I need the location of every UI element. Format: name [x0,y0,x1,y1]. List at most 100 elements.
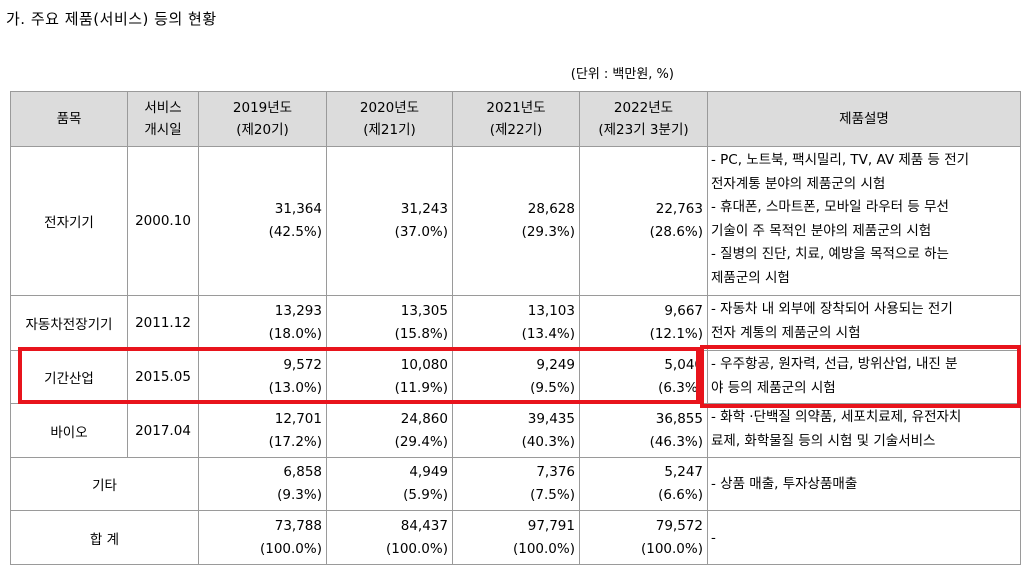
table-row: 바이오 2017.04 12,701 (17.2%) 24,860 (29.4%) 39,4… [10,403,1021,458]
value-cell-y2019: 31,364 (42.5%) [198,146,327,296]
revenue-share: (9.5%) [530,380,575,396]
revenue-value: 36,855 [655,410,703,427]
col-header-2019: 2019년도 (제20기) [198,91,327,147]
revenue-value: 9,667 [664,303,703,319]
table-row: 기간산업 2015.05 9,572 (13.0%) 10,080 (11.9%) 9,24… [10,350,1021,404]
value-cell-y2022: 5,247 (6.6%) [579,457,708,511]
description-line: - 휴대폰, 스마트폰, 모바일 라우터 등 무선 [711,199,949,215]
revenue-share: (13.0%) [268,380,322,396]
revenue-share: (100.0%) [512,540,575,557]
description-line: - 상품 매출, 투자상품매출 [711,476,858,493]
description-line: 전자계통 분야의 제품군의 시험 [711,175,886,192]
description-line: - 자동차 내 외부에 장착되어 사용되는 전기 [711,301,953,317]
description-line: 기술이 주 목적인 분야의 제품군의 시험 [711,222,932,239]
section-heading: 가. 주요 제품(서비스) 등의 현황 [6,10,217,28]
revenue-share: (6.3%) [658,380,703,396]
revenue-share: (29.4%) [394,433,448,450]
revenue-share: (100.0%) [259,540,322,557]
table-row: 기타 6,858 (9.3%) 4,949 (5.9%) 7,376 (7.5%) 5,247… [10,457,1021,511]
description-line: 제품군의 시험 [711,269,790,286]
description-line: - 우주항공, 원자력, 선급, 방위산업, 내진 분 [711,356,958,372]
value-cell-y2019: 6,858 (9.3%) [198,457,327,511]
value-cell-y2021: 39,435 (40.3%) [452,403,580,458]
revenue-value: 79,572 [655,517,703,534]
item-cell: 기간산업 [10,350,128,404]
revenue-value: 13,305 [400,303,448,319]
value-cell-y2021: 28,628 (29.3%) [452,146,580,296]
table-row: 합 계 73,788 (100.0%) 84,437 (100.0%) 97,791 (10… [10,510,1021,565]
description-cell: - 상품 매출, 투자상품매출 [707,457,1021,511]
revenue-value: 12,701 [274,410,322,427]
revenue-share: (5.9%) [403,487,448,503]
value-cell-y2019: 9,572 (13.0%) [198,350,327,404]
value-cell-y2021: 9,249 (9.5%) [452,350,580,404]
revenue-share: (12.1%) [649,326,703,342]
value-cell-y2022: 22,763 (28.6%) [579,146,708,296]
revenue-value: 5,247 [664,464,703,480]
revenue-value: 10,080 [400,357,448,373]
value-cell-y2019: 12,701 (17.2%) [198,403,327,458]
item-cell: 자동차전장기기 [10,295,128,351]
value-cell-y2020: 31,243 (37.0%) [326,146,453,296]
revenue-value: 13,293 [274,303,322,319]
revenue-share: (13.4%) [521,326,575,342]
table-row: 전자기기 2000.10 31,364 (42.5%) 31,243 (37.0%) 28,… [10,146,1021,296]
value-cell-y2021: 7,376 (7.5%) [452,457,580,511]
revenue-share: (6.6%) [658,487,703,503]
start-date-cell: 2000.10 [127,146,199,296]
col-header-2020: 2020년도 (제21기) [326,91,453,147]
revenue-value: 24,860 [400,410,448,427]
revenue-share: (46.3%) [649,433,703,450]
value-cell-y2020: 84,437 (100.0%) [326,510,453,565]
value-cell-y2022: 36,855 (46.3%) [579,403,708,458]
col-header-2021: 2021년도 (제22기) [452,91,580,147]
revenue-share: (29.3%) [521,224,575,240]
revenue-value: 31,364 [274,201,322,217]
item-cell: 기타 [10,457,199,511]
item-cell: 전자기기 [10,146,128,296]
revenue-share: (11.9%) [394,380,448,396]
revenue-share: (40.3%) [521,433,575,450]
start-date-cell: 2015.05 [127,350,199,404]
description-line: - [711,529,716,546]
description-line: - 화학 ·단백질 의약품, 세포치료제, 유전자치 [711,409,962,425]
revenue-value: 6,858 [283,464,322,480]
revenue-share: (17.2%) [268,433,322,450]
revenue-value: 97,791 [527,517,575,534]
col-header-item: 품목 [10,91,128,147]
description-cell: - [707,510,1021,565]
value-cell-y2022: 5,040 (6.3%) [579,350,708,404]
item-cell: 바이오 [10,403,128,458]
revenue-share: (28.6%) [649,224,703,240]
revenue-value: 28,628 [527,201,575,217]
revenue-value: 39,435 [527,410,575,427]
value-cell-y2019: 73,788 (100.0%) [198,510,327,565]
revenue-share: (18.0%) [268,326,322,342]
revenue-share: (15.8%) [394,326,448,342]
col-header-description: 제품설명 [707,91,1021,147]
description-line: 전자 계통의 제품군의 시험 [711,324,861,341]
col-header-2022: 2022년도 (제23기 3분기) [579,91,708,147]
value-cell-y2020: 13,305 (15.8%) [326,295,453,351]
start-date-cell: 2017.04 [127,403,199,458]
revenue-value: 31,243 [400,201,448,217]
revenue-value: 5,040 [664,357,703,373]
revenue-value: 9,249 [536,357,575,373]
revenue-share: (42.5%) [268,224,322,240]
item-cell: 합 계 [10,510,199,565]
value-cell-y2022: 79,572 (100.0%) [579,510,708,565]
description-line: 야 등의 제품군의 시험 [711,379,836,396]
value-cell-y2020: 24,860 (29.4%) [326,403,453,458]
header-row: 품목 서비스 개시일 2019년도 (제20기) 2020년도 (제21기) 2021… [10,91,1021,147]
value-cell-y2021: 97,791 (100.0%) [452,510,580,565]
description-line: - PC, 노트북, 팩시밀리, TV, AV 제품 등 전기 [711,152,970,168]
value-cell-y2020: 4,949 (5.9%) [326,457,453,511]
description-line: 료제, 화학물질 등의 시험 및 기술서비스 [711,432,936,449]
revenue-value: 7,376 [536,464,575,480]
description-line: - 질병의 진단, 치료, 예방을 목적으로 하는 [711,246,949,262]
unit-note: (단위 : 백만원, %) [570,67,674,82]
value-cell-y2019: 13,293 (18.0%) [198,295,327,351]
table-row: 자동차전장기기 2011.12 13,293 (18.0%) 13,305 (15.8%)… [10,295,1021,351]
